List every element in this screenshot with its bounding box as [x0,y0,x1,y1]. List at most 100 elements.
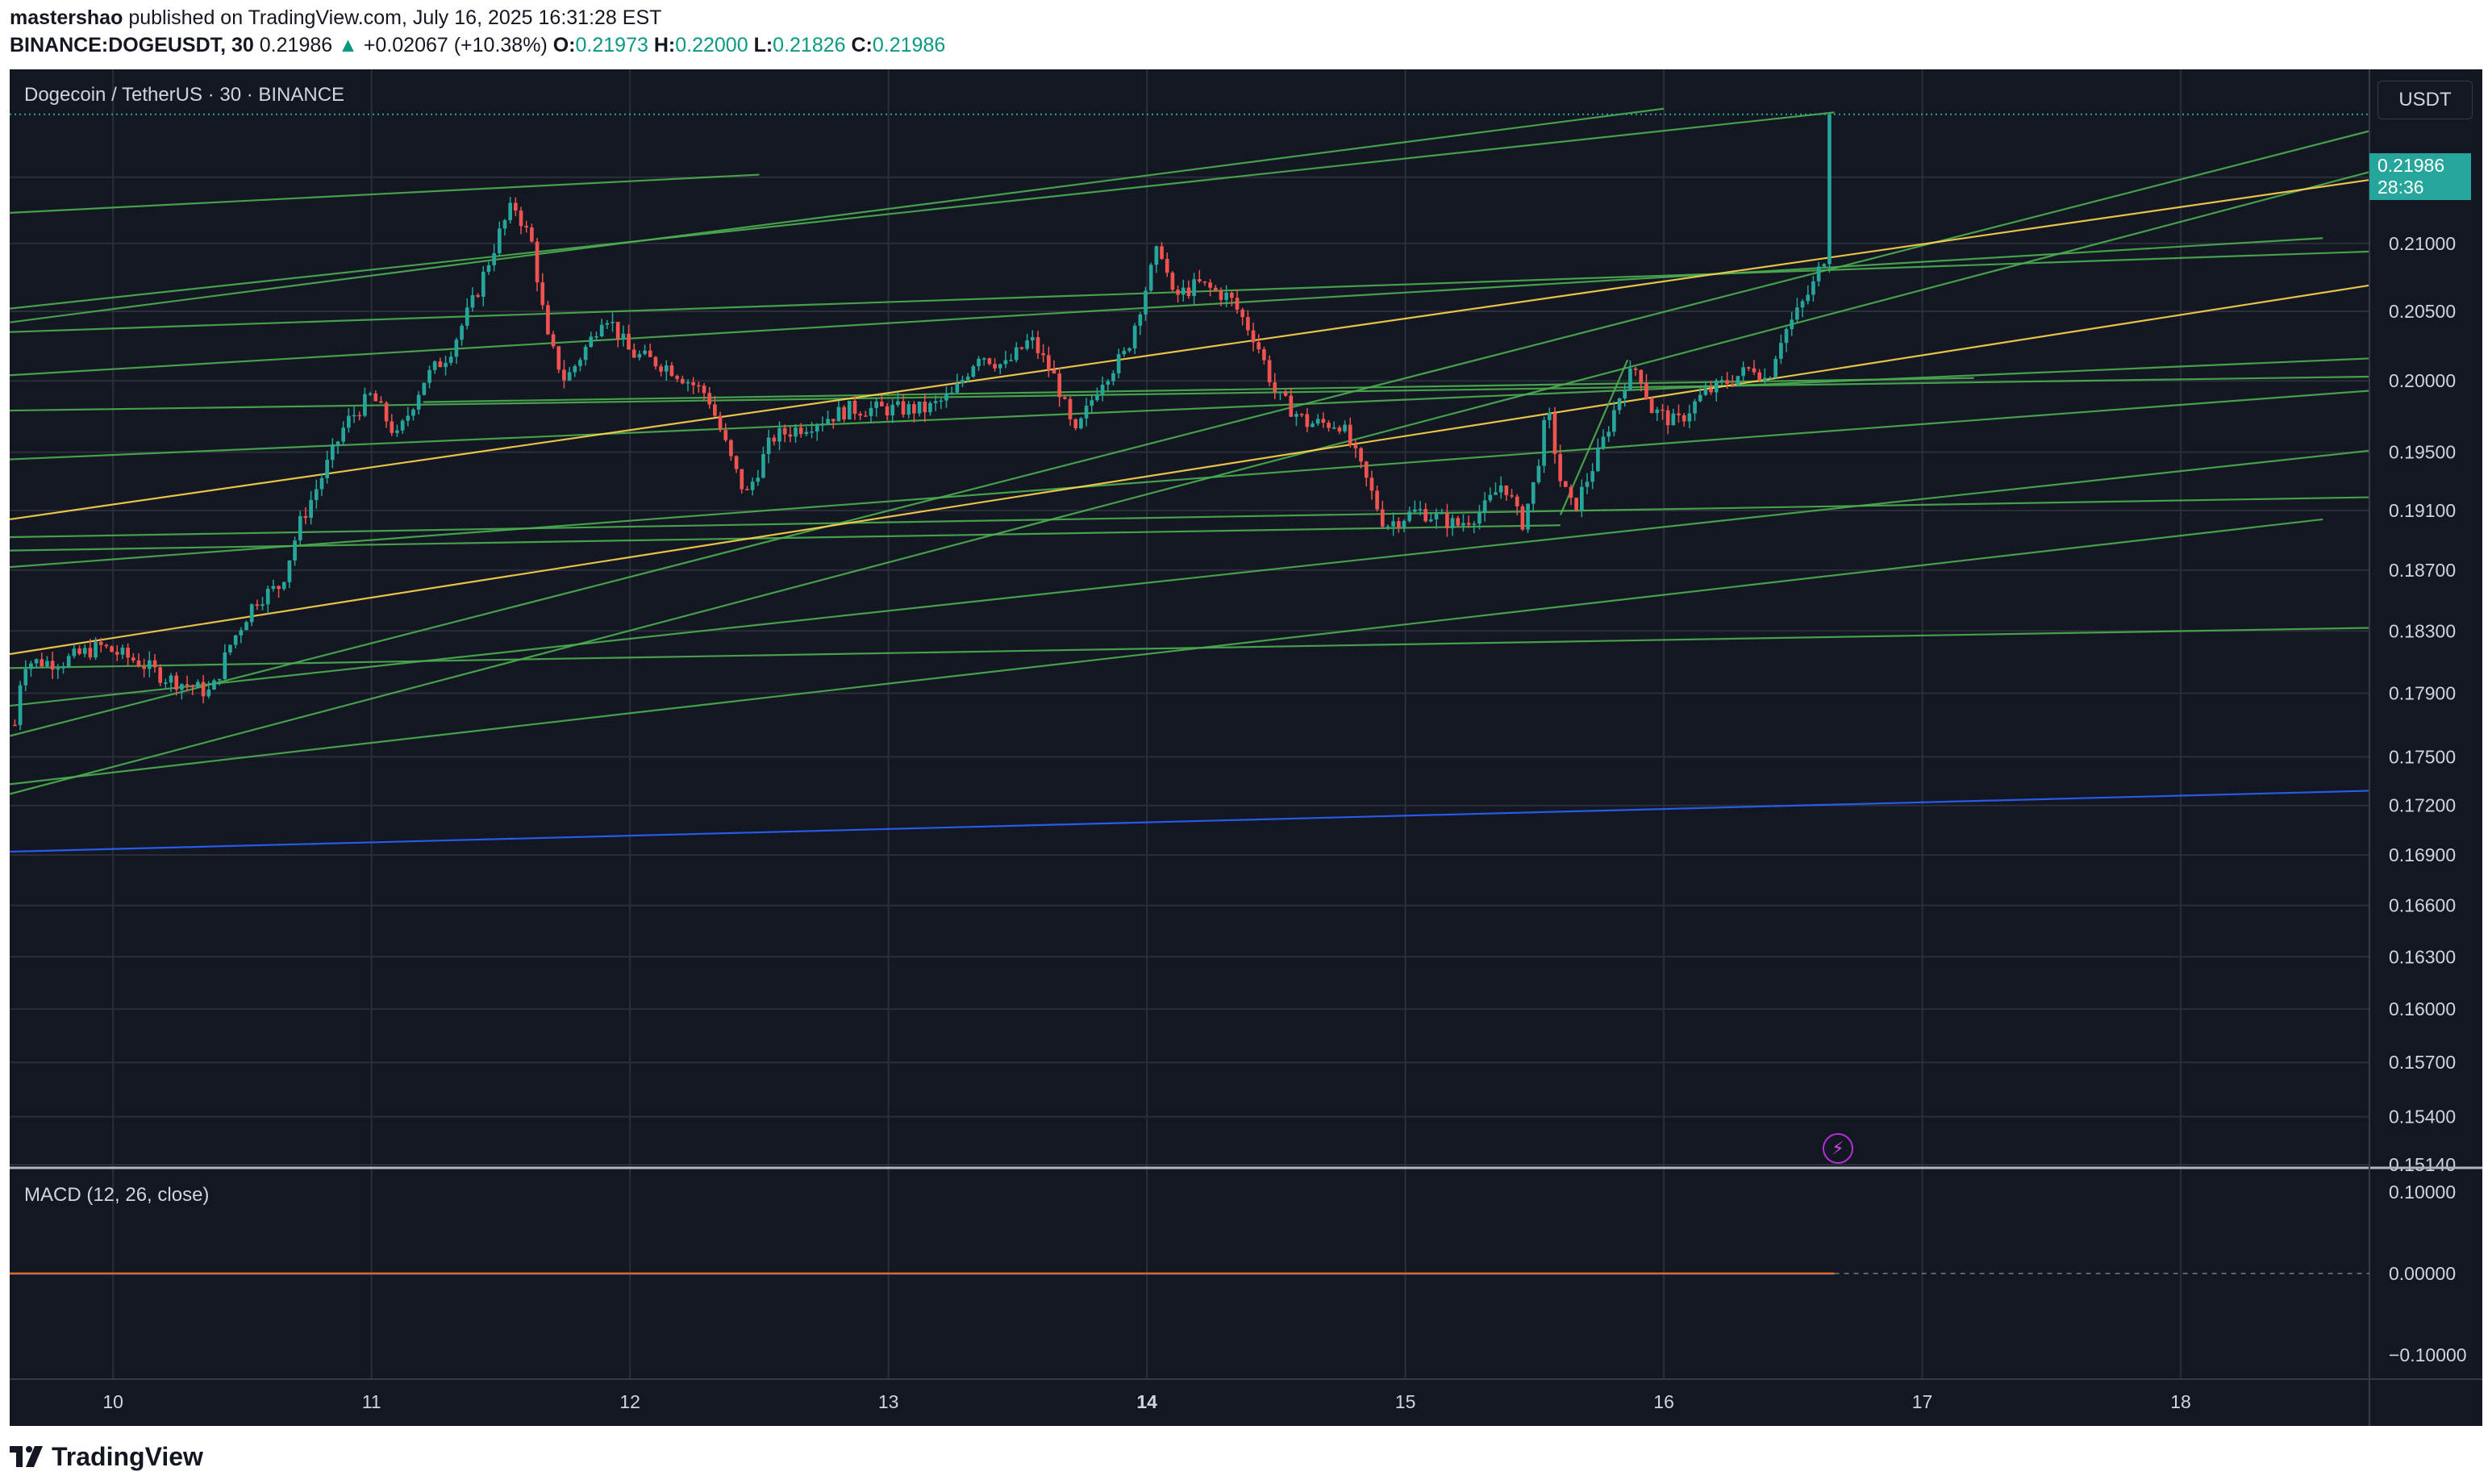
candle-down [136,660,141,667]
currency-button[interactable]: USDT [2377,81,2473,119]
publish-info: mastershao published on TradingView.com,… [10,6,661,30]
candle-down [104,644,109,647]
candle-up [319,477,324,490]
candle-down [702,386,706,394]
candle-down [1337,427,1342,431]
candle-up [1590,471,1595,482]
candle-down [546,305,550,335]
price-tick-label: 0.17200 [2389,795,2456,816]
candle-up [939,400,944,402]
candle-down [680,378,685,384]
candle-down [88,648,93,658]
candle-down [540,282,545,306]
candle-down [782,427,787,435]
price-change: +0.02067 (+10.38%) [363,34,548,56]
candle-down [723,430,728,440]
price-tick-label: 0.17500 [2389,746,2456,767]
time-tick-label: 10 [102,1391,123,1412]
candle-up [1719,380,1724,381]
candle-up [169,675,173,683]
candle-down [1256,342,1261,350]
blue-trendline [10,790,2370,853]
green-trendline [10,390,2370,569]
candle-up [621,333,626,340]
candle-up [998,364,1002,369]
candle-down [1752,368,1756,373]
candle-up [1811,281,1815,295]
bolt-icon[interactable]: ⚡ [1823,1133,1853,1164]
candle-up [826,419,830,424]
candle-up [61,666,65,669]
candle-up [314,489,319,500]
price-tick-label: 0.17900 [2389,682,2456,703]
macd-title[interactable]: MACD (12, 26, close) [24,1184,210,1206]
candle-down [1165,258,1169,273]
candle-down [1321,419,1326,423]
candle-up [481,271,485,297]
candle-up [1084,406,1089,419]
candle-down [158,667,163,683]
candle-up [427,369,431,383]
candle-up [1224,292,1229,300]
chart-area[interactable]: 0.215000.210000.205000.200000.195000.191… [10,69,2482,1426]
price-tick-label: 0.20500 [2389,301,2456,322]
candle-up [1079,418,1083,429]
candle-up [643,350,647,354]
axes: 0.215000.210000.205000.200000.195000.191… [10,69,2482,1426]
candle-down [357,415,362,417]
candle-down [1369,477,1374,491]
candle-up [1014,347,1019,361]
candle-down [1746,367,1751,369]
candle-up [72,648,77,657]
candle-up [309,499,313,519]
candle-down [1639,369,1644,384]
last-price-tag: 0.21986 28:36 [2369,153,2471,200]
candle-up [120,648,125,655]
macd-tick-label: 0.00000 [2389,1263,2456,1284]
candle-down [648,350,652,357]
time-tick-label: 16 [1653,1391,1674,1412]
price-tick-label: 0.16300 [2389,946,2456,967]
green-trendline [10,357,2370,461]
candle-up [460,325,464,340]
candle-up [1536,465,1541,482]
candle-up [298,515,302,541]
candle-up [260,604,265,607]
candle-down [1052,369,1056,374]
time-tick-label: 11 [362,1391,381,1412]
candle-up [750,481,755,490]
candle-down [627,333,631,350]
brand-name[interactable]: TradingView [52,1441,203,1471]
candle-up [347,415,351,428]
candle-up [1440,513,1444,515]
close-value: 0.21986 [872,34,946,56]
publisher-name[interactable]: mastershao [10,6,123,29]
candle-down [1041,352,1045,356]
candle-down [551,334,556,347]
candle-up [1450,518,1455,528]
candle-down [126,648,130,658]
candle-up [944,394,948,401]
candle-down [1574,498,1578,511]
candle-down [772,437,777,442]
candle-down [1563,481,1568,487]
candle-up [196,682,200,688]
candle-up [637,353,642,358]
candle-down [519,211,523,227]
candle-up [1429,519,1433,522]
candle-down [1466,523,1471,525]
candle-up [874,401,879,408]
candle-up [794,427,798,437]
candle-up [287,560,292,582]
price-tick-label: 0.16900 [2389,844,2456,865]
candle-down [1213,287,1218,290]
candle-down [788,434,793,437]
candle-down [1186,287,1191,297]
candle-up [756,477,761,482]
candle-down [1267,360,1272,383]
symbol-info-bar: BINANCE:DOGEUSDT, 30 0.21986 ▲ +0.02067 … [10,34,945,57]
candle-up [1343,424,1347,431]
green-trendline [10,375,2370,412]
price-chart[interactable]: 0.215000.210000.205000.200000.195000.191… [10,69,2482,1426]
candle-up [1132,325,1137,348]
